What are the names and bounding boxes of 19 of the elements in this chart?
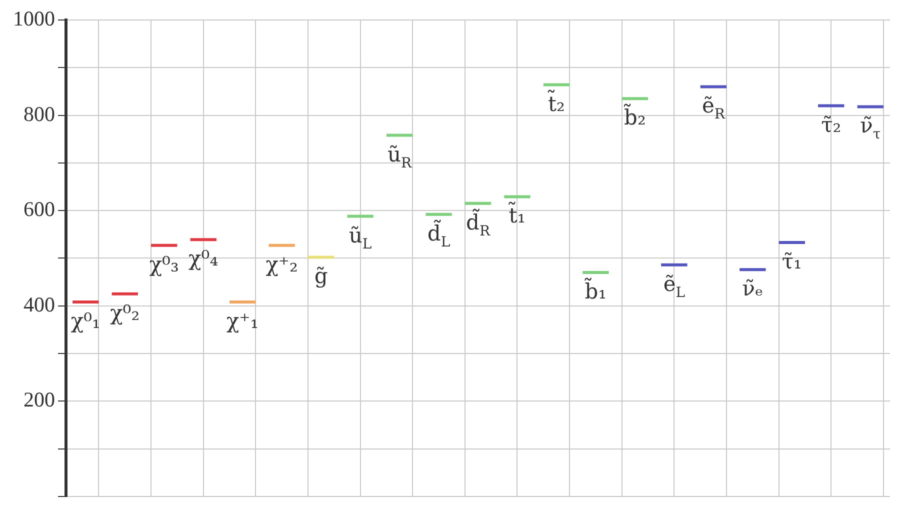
series-label: b̃₁	[584, 276, 607, 304]
series-label: t̃₁	[508, 201, 526, 228]
series-label: χ⁰₄	[188, 246, 218, 271]
series-label: b̃₂	[624, 103, 646, 130]
series-label: t̃₂	[548, 89, 565, 116]
series-label: χ⁺₂	[266, 252, 298, 276]
series-label: ν̃ₑ	[742, 276, 764, 301]
series-label: χ⁰₃	[149, 252, 179, 276]
y-tick-label: 1000	[13, 6, 55, 31]
y-tick-label: 200	[24, 388, 55, 412]
y-tick-label: 600	[24, 197, 55, 222]
series-label: g̃	[314, 264, 328, 288]
y-tick-label: 800	[24, 102, 55, 126]
series-label: χ⁰₁	[70, 309, 100, 334]
series-label: χ⁺₁	[226, 309, 259, 334]
y-tick-label: 400	[24, 292, 55, 316]
series-label: τ̃₁	[782, 249, 802, 274]
series-label: χ⁰₂	[110, 300, 140, 325]
series-label: τ̃₂	[821, 112, 842, 137]
